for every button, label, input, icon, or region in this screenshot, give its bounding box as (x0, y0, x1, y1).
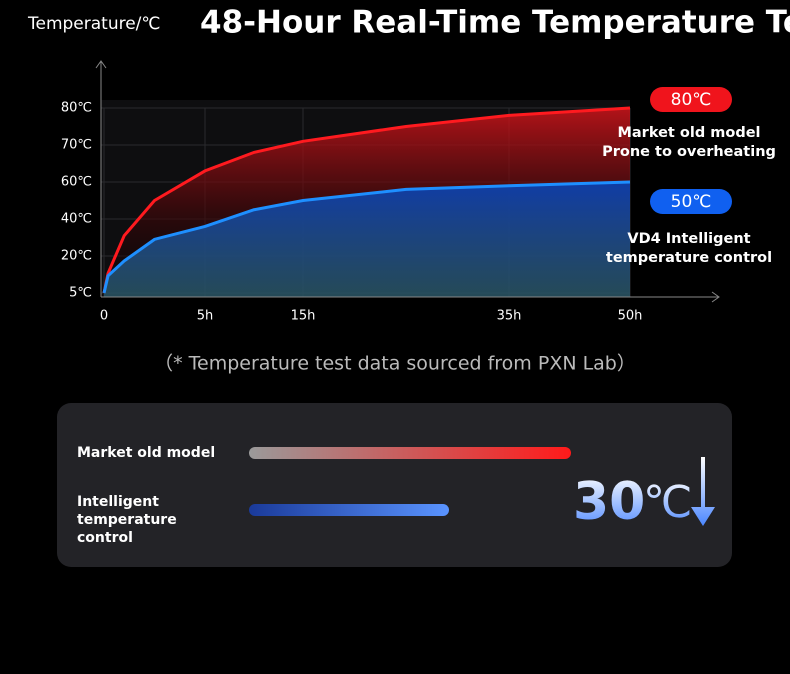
annotation: Market old model (617, 125, 760, 141)
footnote: （* Temperature test data sourced from PX… (154, 353, 636, 375)
line (102, 180, 631, 294)
x-tick-label: 35h (497, 309, 522, 324)
badge (650, 189, 732, 214)
annotation: Prone to overheating (602, 144, 776, 160)
badge-text: 80℃ (671, 90, 712, 110)
y-arrow (95, 60, 107, 69)
comparison-panel (57, 403, 732, 567)
x-tick-label: 0 (100, 309, 108, 324)
reduction-unit: ℃ (643, 477, 692, 528)
chart: Temperature/℃ 48-Hour Real-Time Temperat… (27, 5, 790, 375)
y-tick-label: 80℃ (61, 101, 92, 116)
old-bar (249, 447, 571, 459)
reduction: 30 ℃ (573, 457, 715, 532)
y-tick-label: 5℃ (69, 286, 92, 301)
annotation: temperature control (606, 250, 772, 266)
y-tick-label: 60℃ (61, 175, 92, 190)
badge-text: 50℃ (671, 192, 712, 212)
row-label: Intelligent temperature control (77, 494, 177, 546)
line (102, 106, 631, 294)
y-tick-label: 40℃ (61, 212, 92, 227)
y-tick-label: 70℃ (61, 138, 92, 153)
reduction-value: 30 (573, 472, 645, 532)
x-tick-label: 5h (197, 309, 214, 324)
badge (650, 87, 732, 112)
row-label: Market old model (77, 445, 216, 461)
annotation: VD4 Intelligent (627, 231, 750, 247)
x-tick-label: 15h (291, 309, 316, 324)
new-bar (249, 504, 449, 516)
chart-title: 48-Hour Real-Time Temperature Test (200, 5, 790, 41)
x-arrow (711, 291, 720, 303)
down-arrow (691, 457, 715, 526)
area (104, 182, 630, 297)
x-tick-label: 50h (618, 309, 643, 324)
y-tick-label: 20℃ (61, 249, 92, 264)
y-axis-label: Temperature/℃ (27, 14, 161, 34)
